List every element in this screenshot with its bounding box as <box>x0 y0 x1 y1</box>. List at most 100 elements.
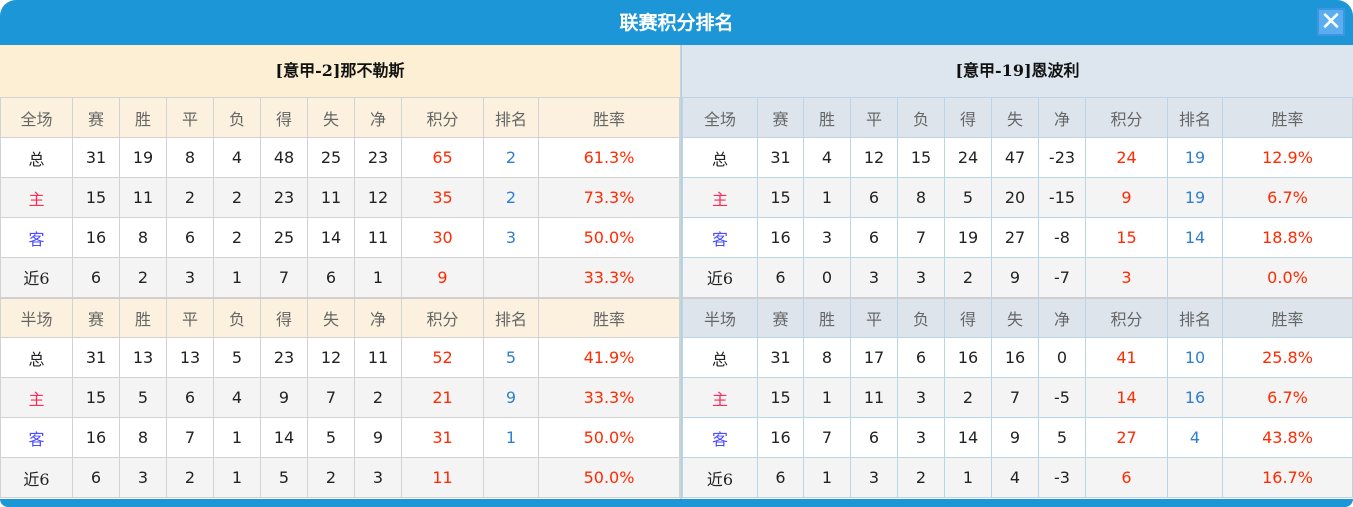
cell-goals-for: 9 <box>260 377 308 418</box>
cell-goal-diff: -23 <box>1038 137 1086 178</box>
header-rank: 排名 <box>483 296 539 338</box>
cell-rank: 2 <box>483 177 539 218</box>
cell-lost: 7 <box>897 217 945 258</box>
cell-lost: 1 <box>213 257 261 298</box>
half-header-row: 半场赛胜平负得失净积分 排名 胜率 <box>0 296 680 338</box>
cell-label: 近6 <box>682 257 758 298</box>
cell-goals-against: 12 <box>307 337 355 378</box>
header-won: 胜 <box>119 97 167 138</box>
cell-points: 9 <box>1085 177 1168 218</box>
cell-goals-for: 7 <box>260 257 308 298</box>
header-goals-against: 失 <box>991 296 1039 338</box>
cell-label: 近6 <box>0 257 73 298</box>
table-row: 总 31 19 8 4 48 25 23 65 2 61.3% <box>0 137 680 178</box>
header-played: 赛 <box>72 296 120 338</box>
away-team-panel: [意甲-19]恩波利 全场赛胜平负得失净积分 排名 胜率总 31 4 12 15 24 47 -2… <box>681 45 1353 499</box>
header-drawn: 平 <box>850 97 898 138</box>
cell-label: 主 <box>0 377 73 418</box>
table-row: 客 16 8 7 1 14 5 9 31 1 50.0% <box>0 417 680 458</box>
table-row: 主 15 1 11 3 2 7 -5 14 16 6.7% <box>682 377 1353 418</box>
cell-win-rate: 50.0% <box>538 457 680 498</box>
table-row: 总 31 4 12 15 24 47 -23 24 19 12.9% <box>682 137 1353 178</box>
header-drawn: 平 <box>850 296 898 338</box>
cell-won: 19 <box>119 137 167 178</box>
cell-goals-against: 25 <box>307 137 355 178</box>
close-button[interactable]: ✕ <box>1317 8 1345 36</box>
cell-label: 客 <box>682 217 758 258</box>
cell-played: 16 <box>72 417 120 458</box>
cell-label: 客 <box>0 417 73 458</box>
cell-goals-against: 20 <box>991 177 1039 218</box>
cell-goals-for: 16 <box>944 337 992 378</box>
dialog-title-bar: 联赛积分排名 ✕ <box>0 0 1353 45</box>
standings-table: 全场赛胜平负得失净积分 排名 胜率总 31 4 12 15 24 47 -23 24 19 12.9% 主… <box>682 97 1353 498</box>
cell-points: 21 <box>401 377 484 418</box>
cell-rank <box>483 457 539 498</box>
cell-drawn: 7 <box>166 417 214 458</box>
header-points: 积分 <box>1085 296 1168 338</box>
table-row: 主 15 1 6 8 5 20 -15 9 19 6.7% <box>682 177 1353 218</box>
header-goals-for: 得 <box>944 296 992 338</box>
cell-played: 15 <box>757 377 804 418</box>
cell-goals-for: 25 <box>260 217 308 258</box>
cell-drawn: 2 <box>166 177 214 218</box>
cell-goals-for: 14 <box>944 417 992 458</box>
cell-label: 近6 <box>0 457 73 498</box>
cell-lost: 3 <box>897 257 945 298</box>
cell-goals-for: 23 <box>260 177 308 218</box>
cell-lost: 2 <box>213 177 261 218</box>
cell-goal-diff: -7 <box>1038 257 1086 298</box>
cell-won: 8 <box>119 217 167 258</box>
cell-goal-diff: 0 <box>1038 337 1086 378</box>
table-row: 近6 6 3 2 1 5 2 3 11 50.0% <box>0 457 680 498</box>
close-icon: ✕ <box>1320 7 1342 37</box>
header-goals-against: 失 <box>307 97 355 138</box>
cell-points: 9 <box>401 257 484 298</box>
header-rank: 排名 <box>1167 97 1223 138</box>
cell-played: 15 <box>72 177 120 218</box>
team-name: [意甲-19]恩波利 <box>682 45 1353 97</box>
cell-played: 31 <box>72 337 120 378</box>
cell-lost: 15 <box>897 137 945 178</box>
cell-goal-diff: 12 <box>354 177 402 218</box>
header-win-rate: 胜率 <box>1222 296 1353 338</box>
header-won: 胜 <box>119 296 167 338</box>
cell-goals-for: 14 <box>260 417 308 458</box>
cell-goal-diff: -8 <box>1038 217 1086 258</box>
cell-drawn: 6 <box>166 377 214 418</box>
header-goals-for: 得 <box>944 97 992 138</box>
cell-played: 16 <box>757 417 804 458</box>
cell-goal-diff: -5 <box>1038 377 1086 418</box>
cell-points: 41 <box>1085 337 1168 378</box>
cell-rank: 4 <box>1167 417 1223 458</box>
cell-points: 3 <box>1085 257 1168 298</box>
table-row: 近6 6 1 3 2 1 4 -3 6 16.7% <box>682 457 1353 498</box>
cell-lost: 1 <box>213 417 261 458</box>
cell-rank: 16 <box>1167 377 1223 418</box>
cell-goals-against: 16 <box>991 337 1039 378</box>
cell-label: 总 <box>0 137 73 178</box>
cell-goal-diff: 11 <box>354 337 402 378</box>
dialog-bottom-bar <box>0 499 1353 507</box>
header-won: 胜 <box>803 97 851 138</box>
cell-won: 8 <box>803 337 851 378</box>
table-row: 客 16 7 6 3 14 9 5 27 4 43.8% <box>682 417 1353 458</box>
header-lost: 负 <box>897 97 945 138</box>
full-header-row: 全场赛胜平负得失净积分 排名 胜率 <box>0 97 680 138</box>
cell-rank: 3 <box>483 217 539 258</box>
cell-goals-against: 27 <box>991 217 1039 258</box>
cell-goals-against: 11 <box>307 177 355 218</box>
cell-won: 2 <box>119 257 167 298</box>
cell-won: 1 <box>803 377 851 418</box>
header-goal-diff: 净 <box>354 97 402 138</box>
cell-rank <box>483 257 539 298</box>
cell-label: 主 <box>0 177 73 218</box>
cell-goal-diff: -3 <box>1038 457 1086 498</box>
cell-played: 15 <box>757 177 804 218</box>
header-lost: 负 <box>213 296 261 338</box>
header-points: 积分 <box>401 97 484 138</box>
cell-goals-against: 47 <box>991 137 1039 178</box>
cell-won: 8 <box>119 417 167 458</box>
cell-played: 31 <box>757 137 804 178</box>
cell-goals-for: 1 <box>944 457 992 498</box>
